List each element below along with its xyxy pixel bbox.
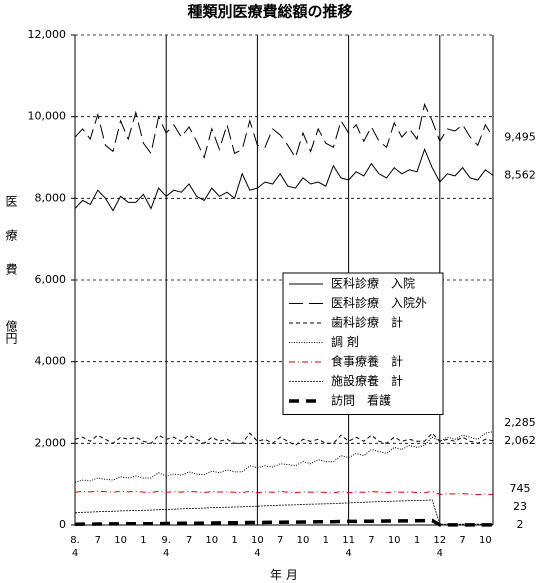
- x-tick-label: 10: [114, 535, 127, 546]
- y-tick-label: 4,000: [35, 355, 67, 368]
- legend-label: 調 剤: [331, 334, 359, 349]
- x-tick-label: 9. 4: [161, 535, 171, 559]
- legend-label: 訪問 看護: [331, 393, 391, 408]
- x-tick-label: 7: [459, 535, 466, 546]
- x-tick-label: 7: [185, 535, 193, 546]
- series-line: [74, 431, 494, 483]
- x-tick-label: 10 4: [251, 535, 264, 559]
- chart-title: 種類別医療費総額の推移: [187, 3, 352, 21]
- x-axis-label: 年 月: [270, 568, 298, 582]
- x-tick-label: 12 4: [433, 535, 447, 559]
- legend-label: 医科診療 入院外: [331, 295, 427, 310]
- x-tick-label: 10: [296, 535, 310, 546]
- y-axis-label: 医療費: [4, 195, 18, 297]
- x-tick-label: 8. 4: [70, 535, 80, 559]
- y-axis-unit: 億円: [4, 320, 18, 344]
- x-tick-label: 10: [387, 535, 401, 546]
- series-line: [74, 102, 494, 159]
- x-tick-label: 7: [277, 535, 284, 546]
- y-tick-label: 12,000: [28, 28, 67, 41]
- x-tick-label: 1: [140, 535, 147, 546]
- y-tick-label: 6,000: [35, 273, 67, 286]
- series-line: [74, 518, 493, 527]
- x-tick-label: 10: [205, 535, 219, 546]
- x-tick-label: 1: [322, 535, 329, 546]
- end-label: 2,285: [504, 416, 536, 429]
- end-label: 23: [513, 500, 527, 513]
- series-line: [74, 147, 494, 212]
- x-tick-label: 7: [368, 535, 375, 546]
- x-tick-label: 1: [413, 535, 421, 546]
- legend-label: 施設療養 計: [331, 373, 403, 388]
- end-label: 9,495: [504, 130, 536, 143]
- x-tick-label: 7: [94, 535, 101, 546]
- legend-label: 食事療養 計: [331, 354, 403, 369]
- end-label: 2,062: [504, 434, 536, 447]
- y-tick-label: 2,000: [35, 436, 67, 449]
- x-tick-label: 10: [479, 535, 492, 546]
- series-line: [74, 432, 494, 446]
- legend-box: [282, 272, 444, 415]
- legend-label: 歯科診療 計: [331, 315, 403, 330]
- x-tick-label: 11 4: [342, 535, 355, 559]
- end-label: 745: [510, 482, 531, 495]
- series-line: [74, 499, 493, 525]
- x-tick-label: 1: [231, 535, 238, 546]
- y-tick-label: 10,000: [28, 110, 67, 123]
- y-tick-label: 8,000: [35, 191, 67, 204]
- y-tick-label: 0: [59, 518, 66, 531]
- end-label: 2: [517, 518, 524, 531]
- legend-label: 医科診療 入院: [331, 276, 415, 291]
- end-label: 8,562: [504, 168, 536, 181]
- series-line: [74, 490, 494, 496]
